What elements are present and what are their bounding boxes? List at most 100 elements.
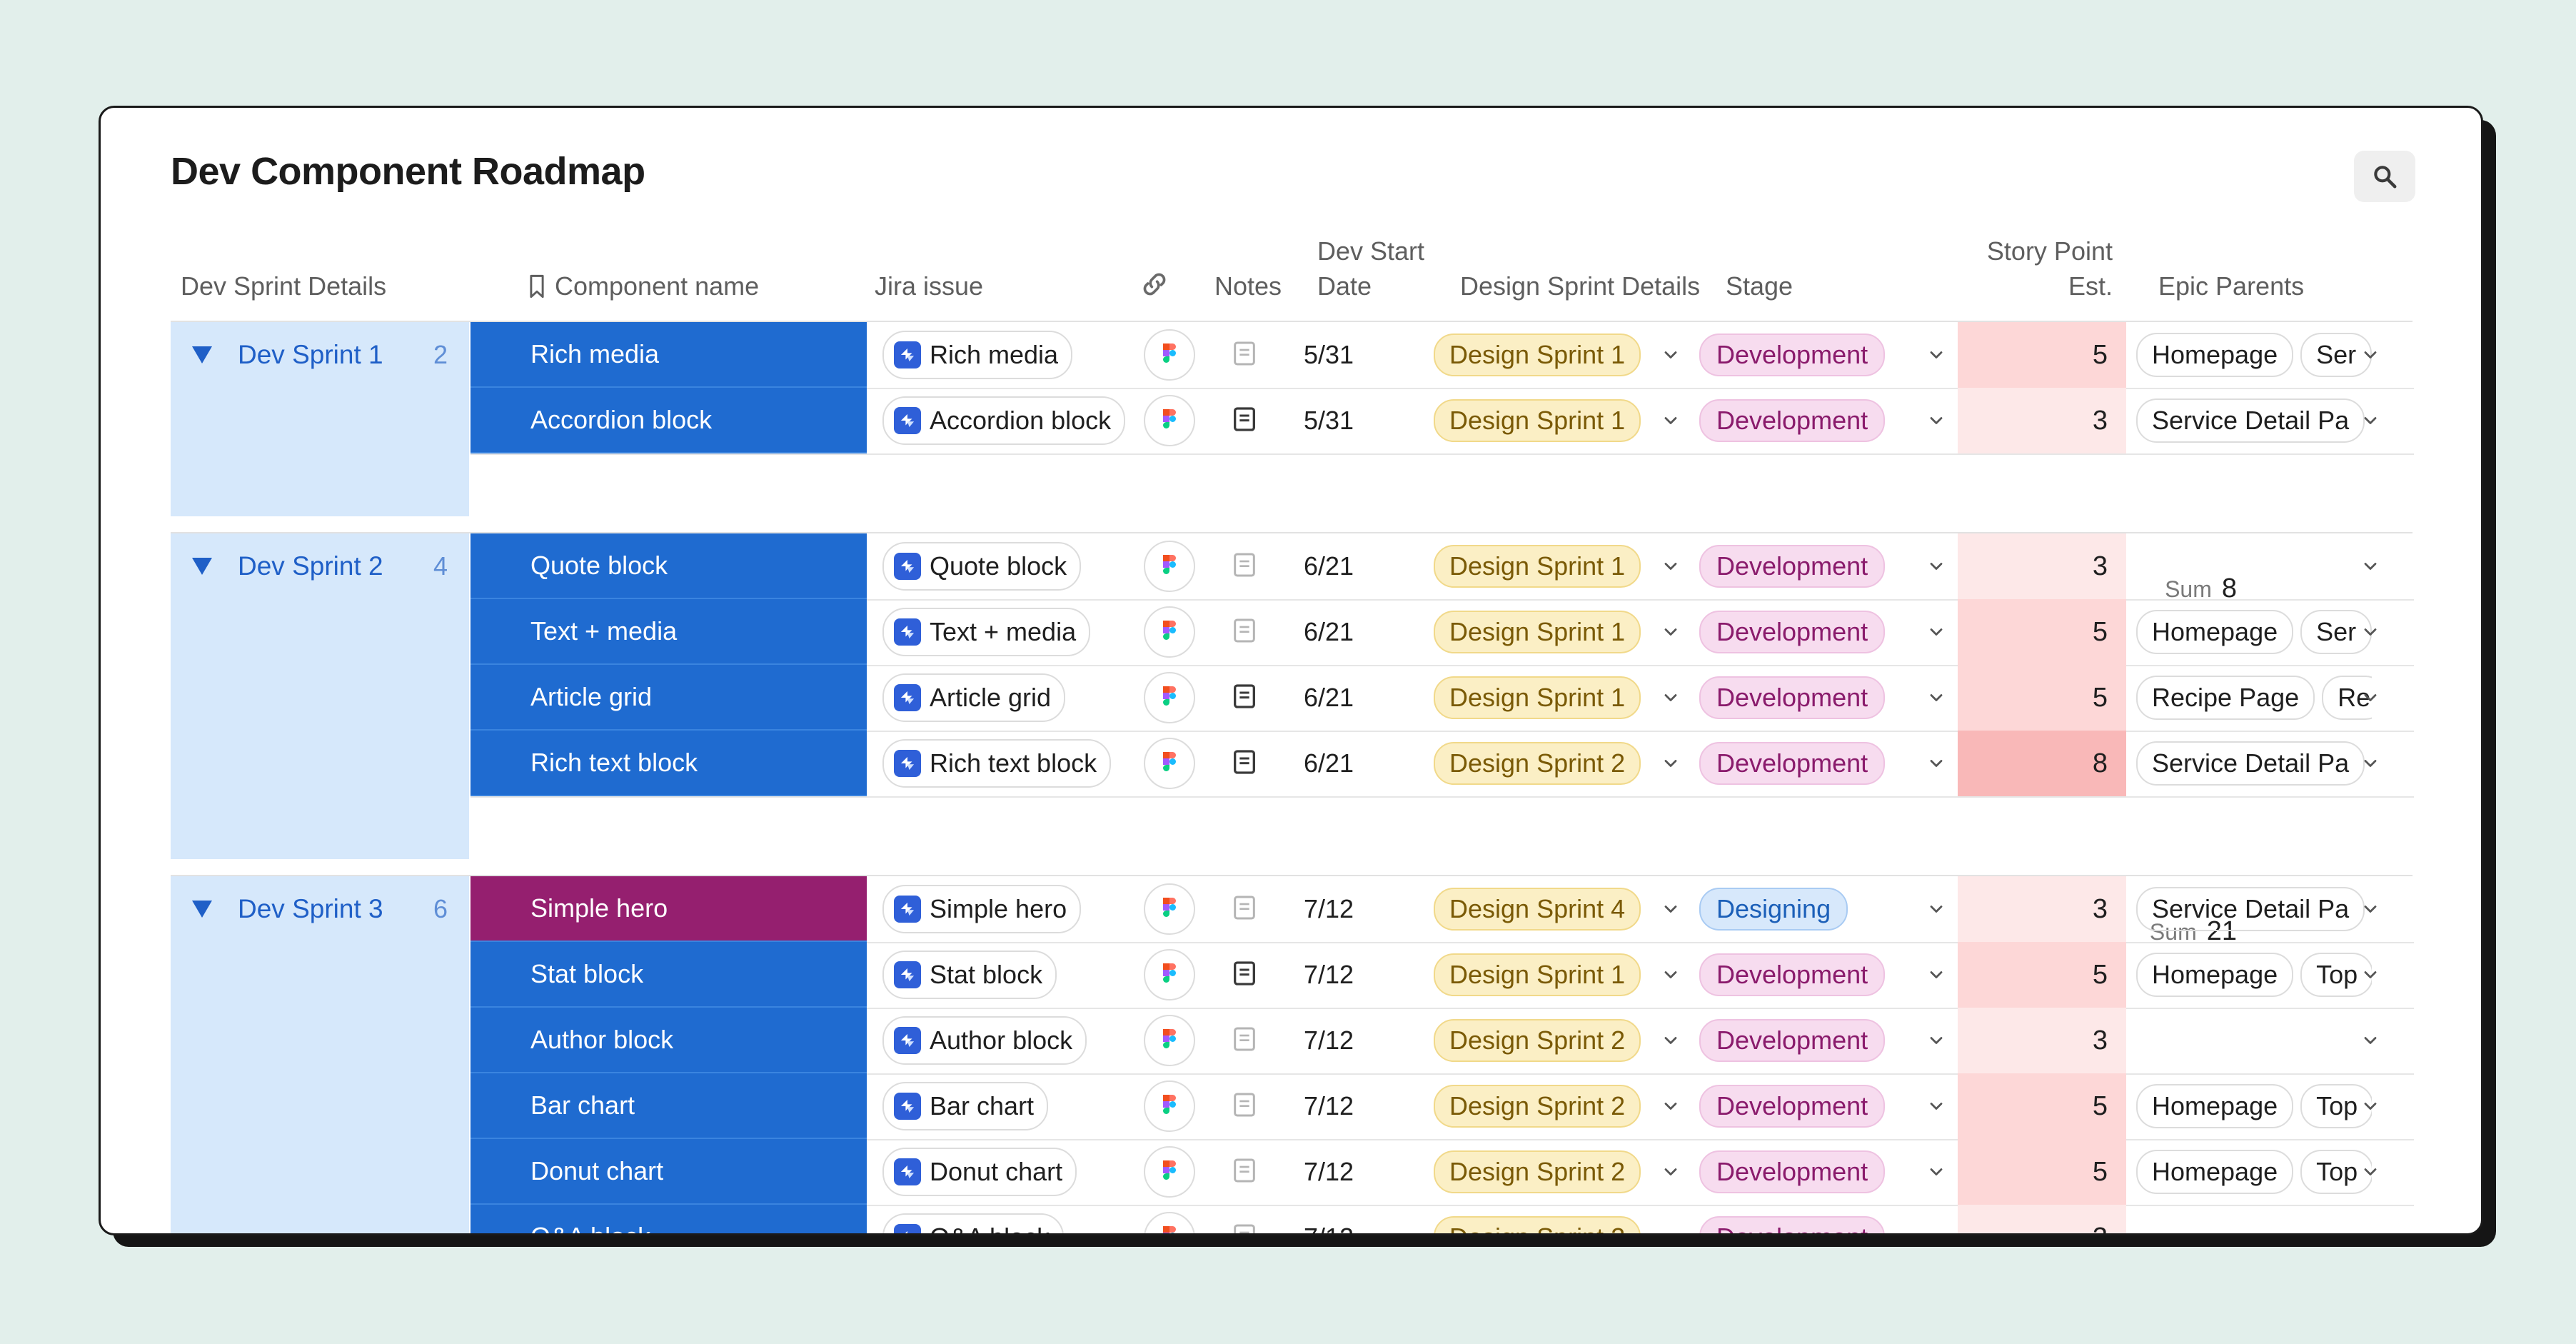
epic-parent-pill[interactable]: Top	[2300, 1084, 2372, 1128]
stage-pill[interactable]: Designing	[1699, 888, 1848, 931]
col-header-story-point-line1[interactable]: Story Point	[1986, 236, 2113, 266]
design-sprint-pill[interactable]: Design Sprint 2	[1434, 1019, 1641, 1062]
epic-parent-pill[interactable]: Service Detail Pa	[2136, 887, 2365, 931]
component-name-cell[interactable]: Bar chart	[471, 1073, 867, 1139]
epic-parents-cell[interactable]	[2126, 1205, 2390, 1233]
story-point-cell[interactable]: 3	[1958, 1008, 2126, 1073]
table-row[interactable]: Rich text block Rich text block 6/21 Design…	[471, 731, 2414, 798]
chevron-down-icon[interactable]	[1926, 556, 1946, 576]
chevron-down-icon[interactable]	[2360, 1030, 2380, 1050]
epic-parents-cell[interactable]: Service Detail Pa	[2126, 876, 2390, 942]
epic-parents-cell[interactable]: Homepage Top	[2126, 1073, 2390, 1139]
table-row[interactable]: Article grid Article grid 6/21 Design Sprin…	[471, 665, 2414, 732]
chevron-down-icon[interactable]	[1926, 753, 1946, 773]
collapse-triangle-icon[interactable]	[192, 346, 212, 363]
design-sprint-cell[interactable]: Design Sprint 1	[1434, 665, 1695, 731]
figma-link-button[interactable]	[1144, 738, 1195, 789]
epic-parent-pill[interactable]: Homepage	[2136, 610, 2294, 654]
chevron-down-icon[interactable]	[1661, 899, 1681, 919]
stage-cell[interactable]: Development	[1699, 388, 1956, 453]
chevron-down-icon[interactable]	[1926, 688, 1946, 708]
design-sprint-pill[interactable]: Design Sprint 2	[1434, 1150, 1641, 1193]
dev-start-date-cell[interactable]: 5/31	[1304, 340, 1354, 369]
chevron-down-icon[interactable]	[2360, 899, 2380, 919]
stage-pill[interactable]: Development	[1699, 545, 1886, 588]
stage-cell[interactable]: Development	[1699, 1139, 1956, 1205]
design-sprint-cell[interactable]: Design Sprint 1	[1434, 322, 1695, 388]
epic-parent-pill[interactable]: Homepage	[2136, 333, 2294, 377]
epic-parent-pill[interactable]: Ser	[2300, 333, 2372, 377]
stage-pill[interactable]: Development	[1699, 611, 1886, 653]
epic-parent-pill[interactable]: Service Detail Pa	[2136, 741, 2365, 786]
dev-start-date-cell[interactable]: 6/21	[1304, 551, 1354, 581]
component-name-cell[interactable]: Accordion block	[471, 388, 867, 453]
chevron-down-icon[interactable]	[1661, 965, 1681, 985]
story-point-cell[interactable]: 5	[1958, 599, 2126, 665]
story-point-cell[interactable]: 5	[1958, 665, 2126, 731]
jira-issue-pill[interactable]: Accordion block	[882, 396, 1126, 445]
notes-cell[interactable]	[1212, 1205, 1277, 1233]
epic-parent-pill[interactable]: Homepage	[2136, 1084, 2294, 1128]
dev-start-date-cell[interactable]: 7/12	[1304, 1205, 1432, 1233]
col-header-dev-start-line2[interactable]: Date	[1317, 271, 1372, 301]
col-header-dev-sprint-details[interactable]: Dev Sprint Details	[181, 271, 387, 301]
chevron-down-icon[interactable]	[1661, 622, 1681, 642]
epic-parents-cell[interactable]	[2126, 1008, 2390, 1073]
stage-cell[interactable]: Development	[1699, 665, 1956, 731]
design-sprint-cell[interactable]: Design Sprint 1	[1434, 942, 1695, 1008]
notes-cell[interactable]	[1212, 1073, 1277, 1139]
chevron-down-icon[interactable]	[2360, 622, 2380, 642]
jira-issue-pill[interactable]: Rich media	[882, 331, 1073, 379]
design-sprint-pill[interactable]: Design Sprint 1	[1434, 953, 1641, 996]
sprint-group-header[interactable]: Dev Sprint 1 2	[171, 322, 469, 388]
dev-start-date-cell[interactable]: 7/12	[1304, 960, 1354, 989]
stage-cell[interactable]: Development	[1699, 942, 1956, 1008]
epic-parents-cell[interactable]: Recipe Page Re	[2126, 665, 2390, 731]
table-row[interactable]: Rich media Rich media 5/31 Design Sprint 1 D…	[471, 322, 2414, 389]
notes-cell[interactable]	[1212, 599, 1277, 665]
sprint-group-header[interactable]: Dev Sprint 2 4	[171, 533, 469, 599]
jira-issue-pill[interactable]: Article grid	[882, 673, 1066, 722]
design-sprint-cell[interactable]: Design Sprint 4	[1434, 876, 1695, 942]
component-name-cell[interactable]: Simple hero	[471, 876, 867, 942]
story-point-cell[interactable]: 8	[1958, 731, 2126, 796]
chevron-down-icon[interactable]	[2360, 753, 2380, 773]
story-point-cell[interactable]: 3	[1958, 388, 2126, 453]
epic-parent-pill[interactable]: Homepage	[2136, 1150, 2294, 1194]
figma-link-button[interactable]	[1144, 541, 1195, 592]
col-header-stage[interactable]: Stage	[1726, 271, 1793, 301]
design-sprint-cell[interactable]: Design Sprint 2	[1434, 1008, 1695, 1073]
component-name-cell[interactable]: Donut chart	[471, 1139, 867, 1205]
stage-cell[interactable]: Development	[1699, 322, 1956, 388]
dev-start-date-cell[interactable]: 6/21	[1304, 748, 1354, 778]
chevron-down-icon[interactable]	[1926, 1096, 1946, 1116]
chevron-down-icon[interactable]	[1661, 411, 1681, 431]
chevron-down-icon[interactable]	[1661, 753, 1681, 773]
dev-start-date-cell[interactable]: 6/21	[1304, 683, 1354, 712]
jira-issue-pill[interactable]: Rich text block	[882, 739, 1112, 788]
design-sprint-pill[interactable]: Design Sprint 2	[1434, 1085, 1641, 1128]
dev-start-date-cell[interactable]: 7/12	[1304, 1157, 1354, 1186]
chevron-down-icon[interactable]	[2360, 411, 2380, 431]
jira-issue-pill[interactable]: Simple hero	[882, 885, 1082, 933]
col-header-notes[interactable]: Notes	[1214, 271, 1282, 301]
chevron-down-icon[interactable]	[1926, 1162, 1946, 1182]
component-name-cell[interactable]: Rich text block	[471, 731, 867, 796]
figma-link-button[interactable]	[1144, 329, 1195, 381]
notes-cell[interactable]	[1212, 942, 1277, 1008]
stage-cell[interactable]: Development	[1699, 1205, 1956, 1233]
col-header-link[interactable]	[1139, 269, 1170, 309]
table-row[interactable]: Bar chart Bar chart 7/12 Design Sprint 2 Dev…	[471, 1073, 2414, 1140]
chevron-down-icon[interactable]	[1926, 411, 1946, 431]
stage-cell[interactable]: Development	[1699, 1073, 1956, 1139]
figma-link-button[interactable]	[1144, 1015, 1195, 1066]
jira-issue-pill[interactable]: Donut chart	[882, 1148, 1077, 1196]
collapse-triangle-icon[interactable]	[192, 558, 212, 575]
search-button[interactable]	[2354, 151, 2415, 202]
component-name-cell[interactable]: Quote block	[471, 533, 867, 599]
dev-start-date-cell[interactable]: 7/12	[1304, 894, 1354, 923]
design-sprint-pill[interactable]: Design Sprint 1	[1434, 399, 1641, 442]
figma-link-button[interactable]	[1144, 883, 1195, 935]
figma-link-button[interactable]	[1144, 1080, 1195, 1132]
component-name-cell[interactable]: Stat block	[471, 942, 867, 1008]
